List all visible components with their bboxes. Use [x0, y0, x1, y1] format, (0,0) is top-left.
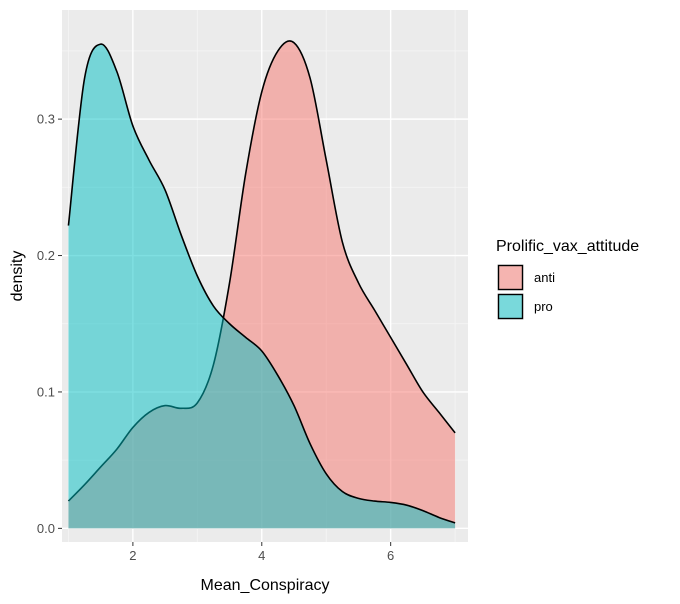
- y-tick-label: 0.2: [37, 248, 55, 263]
- legend-swatch-pro: [497, 293, 524, 320]
- x-tick-label: 2: [129, 548, 136, 563]
- density-area-pro: [68, 44, 456, 529]
- legend-swatch-anti: [497, 264, 524, 291]
- legend-title: Prolific_vax_attitude: [496, 238, 639, 255]
- legend: Prolific_vax_attitude anti pro: [496, 238, 639, 320]
- density-line-pro: [67, 43, 456, 524]
- y-tick-label: 0.1: [37, 384, 55, 399]
- y-axis-title: density: [9, 251, 26, 302]
- x-axis-title: Mean_Conspiracy: [201, 577, 330, 594]
- density-areas: [67, 40, 456, 529]
- y-axis: 0.0 0.1 0.2 0.3: [37, 112, 62, 536]
- x-tick-label: 6: [387, 548, 394, 563]
- legend-label-anti: anti: [534, 270, 555, 285]
- y-tick-label: 0.0: [37, 521, 55, 536]
- legend-items: anti pro: [497, 264, 555, 320]
- x-axis: 2 4 6: [129, 542, 394, 563]
- x-tick-label: 4: [258, 548, 265, 563]
- y-tick-label: 0.3: [37, 112, 55, 127]
- legend-label-pro: pro: [534, 299, 553, 314]
